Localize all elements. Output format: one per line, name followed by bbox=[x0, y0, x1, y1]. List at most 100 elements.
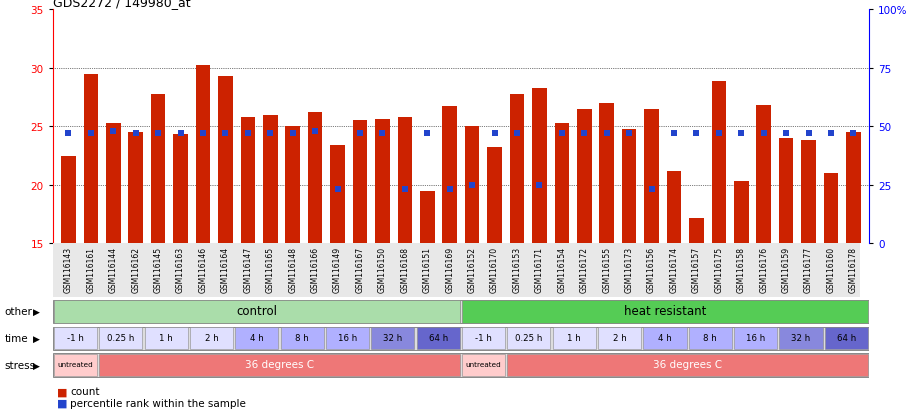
FancyBboxPatch shape bbox=[53, 244, 860, 297]
Bar bbox=[420, 191, 435, 244]
Text: 16 h: 16 h bbox=[746, 333, 765, 342]
FancyBboxPatch shape bbox=[643, 328, 686, 349]
Text: GSM116172: GSM116172 bbox=[580, 246, 589, 292]
Point bbox=[106, 128, 121, 135]
Point bbox=[61, 131, 76, 137]
Point bbox=[263, 131, 278, 137]
Bar bbox=[600, 104, 614, 244]
Text: GSM116147: GSM116147 bbox=[243, 246, 252, 292]
Text: control: control bbox=[237, 304, 278, 317]
Bar bbox=[689, 218, 703, 244]
Point bbox=[689, 131, 703, 137]
Point bbox=[824, 131, 838, 137]
Text: GSM116153: GSM116153 bbox=[512, 246, 521, 292]
Bar bbox=[465, 127, 480, 244]
Text: GSM116166: GSM116166 bbox=[310, 246, 319, 292]
Bar bbox=[756, 106, 771, 244]
Bar bbox=[554, 123, 569, 244]
FancyBboxPatch shape bbox=[780, 328, 823, 349]
FancyBboxPatch shape bbox=[99, 354, 460, 376]
Text: GSM116162: GSM116162 bbox=[131, 246, 140, 292]
FancyBboxPatch shape bbox=[598, 328, 642, 349]
Text: ▶: ▶ bbox=[33, 307, 40, 316]
Text: GSM116159: GSM116159 bbox=[782, 246, 791, 292]
Text: GSM116169: GSM116169 bbox=[445, 246, 454, 292]
Point bbox=[308, 128, 322, 135]
Point bbox=[644, 187, 659, 193]
Text: GSM116173: GSM116173 bbox=[624, 246, 633, 292]
Bar bbox=[61, 156, 76, 244]
Text: untreated: untreated bbox=[466, 362, 501, 368]
Bar bbox=[375, 120, 389, 244]
Text: ■: ■ bbox=[57, 387, 68, 396]
Bar bbox=[106, 123, 121, 244]
Text: 0.25 h: 0.25 h bbox=[515, 333, 542, 342]
Bar bbox=[577, 109, 592, 244]
Bar bbox=[218, 77, 233, 244]
Text: GSM116167: GSM116167 bbox=[356, 246, 365, 292]
Bar bbox=[240, 118, 255, 244]
Bar bbox=[779, 139, 794, 244]
Text: 4 h: 4 h bbox=[658, 333, 672, 342]
Text: GSM116148: GSM116148 bbox=[288, 246, 298, 292]
Point bbox=[801, 131, 815, 137]
Point bbox=[442, 187, 457, 193]
Text: 2 h: 2 h bbox=[205, 333, 218, 342]
Text: GSM116150: GSM116150 bbox=[378, 246, 387, 292]
FancyBboxPatch shape bbox=[417, 328, 460, 349]
Point bbox=[173, 131, 187, 137]
Bar bbox=[173, 135, 187, 244]
Text: GSM116170: GSM116170 bbox=[490, 246, 499, 292]
Text: 1 h: 1 h bbox=[568, 333, 581, 342]
Bar bbox=[487, 148, 501, 244]
Point bbox=[846, 131, 861, 137]
Point bbox=[151, 131, 166, 137]
FancyBboxPatch shape bbox=[190, 328, 233, 349]
Bar bbox=[196, 66, 210, 244]
FancyBboxPatch shape bbox=[53, 300, 869, 323]
Point bbox=[756, 131, 771, 137]
Text: GSM116174: GSM116174 bbox=[670, 246, 679, 292]
Point bbox=[532, 182, 547, 189]
Point bbox=[712, 131, 726, 137]
Bar bbox=[353, 121, 368, 244]
Text: GSM116161: GSM116161 bbox=[86, 246, 96, 292]
FancyBboxPatch shape bbox=[824, 328, 868, 349]
Bar bbox=[286, 127, 300, 244]
Text: GSM116160: GSM116160 bbox=[826, 246, 835, 292]
FancyBboxPatch shape bbox=[236, 328, 278, 349]
Text: -1 h: -1 h bbox=[475, 333, 492, 342]
Text: 4 h: 4 h bbox=[250, 333, 264, 342]
Text: ■: ■ bbox=[57, 398, 68, 408]
FancyBboxPatch shape bbox=[53, 327, 869, 350]
Text: 1 h: 1 h bbox=[159, 333, 173, 342]
Point bbox=[600, 131, 614, 137]
Bar bbox=[84, 74, 98, 244]
Bar bbox=[712, 81, 726, 244]
Bar bbox=[824, 173, 838, 244]
Text: ▶: ▶ bbox=[33, 361, 40, 370]
FancyBboxPatch shape bbox=[462, 328, 505, 349]
Point bbox=[554, 131, 569, 137]
Bar bbox=[801, 141, 815, 244]
FancyBboxPatch shape bbox=[552, 328, 596, 349]
FancyBboxPatch shape bbox=[508, 328, 551, 349]
Point bbox=[330, 187, 345, 193]
Point bbox=[465, 182, 480, 189]
Bar bbox=[308, 113, 322, 244]
Text: 2 h: 2 h bbox=[612, 333, 626, 342]
Text: 8 h: 8 h bbox=[296, 333, 309, 342]
Bar bbox=[734, 182, 749, 244]
Text: GSM116143: GSM116143 bbox=[64, 246, 73, 292]
Text: 64 h: 64 h bbox=[837, 333, 856, 342]
Text: GSM116171: GSM116171 bbox=[535, 246, 544, 292]
Text: 64 h: 64 h bbox=[429, 333, 448, 342]
Point bbox=[398, 187, 412, 193]
Bar bbox=[644, 109, 659, 244]
Text: time: time bbox=[5, 333, 28, 343]
Text: GSM116168: GSM116168 bbox=[400, 246, 410, 292]
FancyBboxPatch shape bbox=[99, 328, 142, 349]
Text: GSM116146: GSM116146 bbox=[198, 246, 207, 292]
Point bbox=[375, 131, 389, 137]
Point bbox=[577, 131, 592, 137]
